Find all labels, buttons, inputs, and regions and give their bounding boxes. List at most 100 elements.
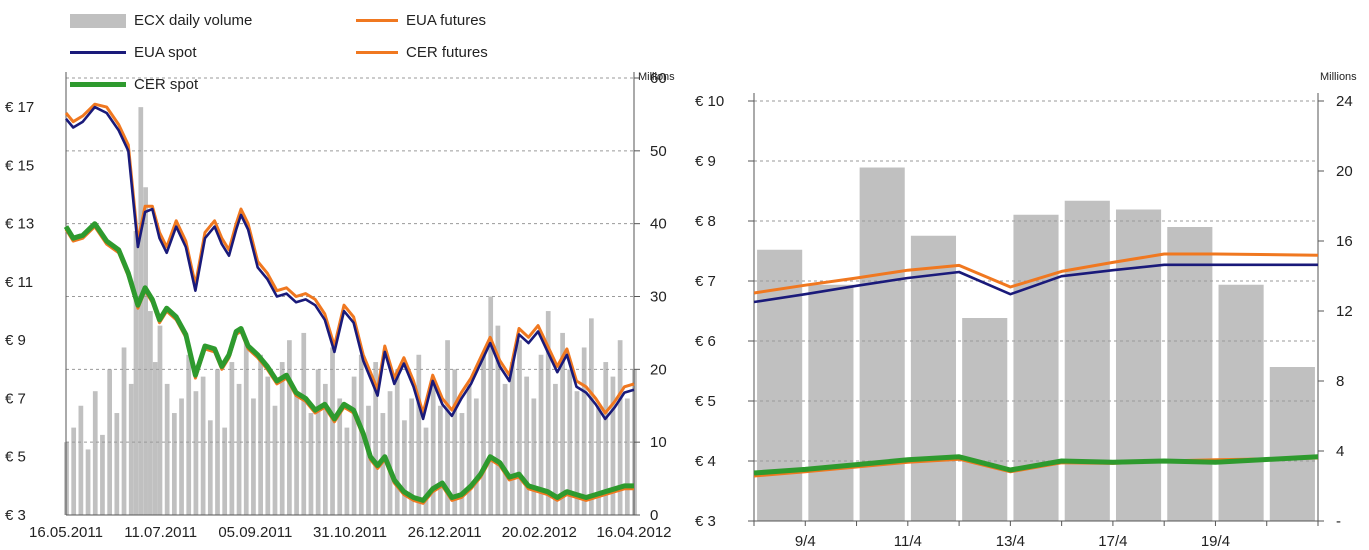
volume-bar [911, 236, 956, 521]
volume-bar [237, 384, 242, 515]
volume-bar [138, 107, 143, 515]
volume-bar [510, 362, 515, 515]
volume-bar [301, 333, 306, 515]
volume-bar [114, 413, 119, 515]
left-tick-label: € 3 [695, 513, 716, 530]
volume-bar [179, 398, 184, 515]
volume-bar [481, 355, 486, 515]
x-tick-label: 26.12.2011 [408, 524, 482, 541]
volume-bar [467, 384, 472, 515]
volume-bar [625, 398, 630, 515]
chart-right: € 3 € 4 € 5 € 6 € 7 € 8 € 9 € 10 - 4 8 12 16 20 24 Mill… [690, 0, 1369, 550]
volume-bar [416, 355, 421, 515]
left-tick-label: € 6 [695, 333, 716, 350]
right-tick-label: 30 [650, 289, 667, 306]
volume-bar [194, 391, 199, 515]
x-tick-label: 19/4 [1201, 533, 1230, 550]
volume-bar [352, 377, 357, 515]
volume-bar [208, 420, 213, 515]
x-tick-label: 13/4 [996, 533, 1025, 550]
volume-bar [230, 362, 235, 515]
volume-bar [402, 420, 407, 515]
right-tick-label: - [1336, 513, 1341, 530]
right-axis-label: Millions [638, 71, 675, 83]
volume-bar [186, 355, 191, 515]
volume-bar [388, 391, 393, 515]
volume-bar [1167, 227, 1212, 521]
volume-bar [531, 398, 536, 515]
volume-bar [488, 297, 493, 516]
volume-bar [143, 187, 148, 515]
left-tick-label: € 5 [695, 393, 716, 410]
volume-bar [517, 340, 522, 515]
volume-bar [158, 326, 163, 515]
volume-bar [134, 231, 139, 515]
left-tick-label: € 17 [5, 99, 34, 116]
volume-bar [589, 318, 594, 515]
volume-bar [71, 428, 76, 515]
volume-bar [251, 398, 256, 515]
right-tick-label: 24 [1336, 93, 1353, 110]
left-tick-label: € 15 [5, 157, 34, 174]
x-tick-label: 20.02.2012 [502, 524, 577, 541]
volume-bar [280, 362, 285, 515]
volume-bar [148, 311, 153, 515]
volume-bar [503, 384, 508, 515]
volume-bar [1219, 285, 1264, 521]
left-tick-label: € 11 [5, 274, 33, 291]
x-tick-label: 11.07.2011 [124, 524, 197, 541]
volume-bar [474, 398, 479, 515]
volume-bar [345, 428, 350, 515]
right-tick-label: 0 [650, 507, 658, 524]
left-tick-label: € 5 [5, 449, 26, 466]
left-tick-label: € 10 [695, 93, 724, 110]
x-tick-label: 16.05.2011 [29, 524, 103, 541]
volume-bar [265, 377, 270, 515]
right-tick-label: 10 [650, 434, 667, 451]
volume-bar [100, 435, 105, 515]
right-tick-label: 4 [1336, 443, 1344, 460]
volume-bar [258, 355, 263, 515]
volume-bar [1065, 201, 1110, 521]
volume-bar [309, 413, 314, 515]
right-axis-label: Millions [1320, 71, 1357, 83]
volume-bar [79, 406, 84, 515]
x-tick-label: 05.09.2011 [218, 524, 292, 541]
volume-bar [1270, 367, 1315, 521]
left-tick-label: € 3 [5, 507, 26, 524]
volume-bar [524, 377, 529, 515]
right-tick-label: 20 [1336, 163, 1353, 180]
left-tick-label: € 9 [5, 332, 26, 349]
volume-bar [201, 377, 206, 515]
left-tick-label: € 7 [5, 390, 26, 407]
right-tick-label: 12 [1336, 303, 1353, 320]
volume-bar [222, 428, 227, 515]
volume-bar [287, 340, 292, 515]
x-tick-label: 17/4 [1098, 533, 1127, 550]
chart-left: 0 10 20 30 40 50 60 € 3 € 5 € 7 € 9 € 11 € 13 € 15 € 1… [0, 0, 690, 550]
x-tick-label: 11/4 [894, 533, 922, 550]
left-tick-label: € 13 [5, 216, 34, 233]
volume-bar [273, 406, 278, 515]
volume-bar [294, 391, 299, 515]
right-tick-label: 8 [1336, 373, 1344, 390]
right-tick-label: 50 [650, 143, 667, 160]
volume-bar [86, 449, 91, 515]
x-tick-label: 9/4 [795, 533, 816, 550]
x-tick-label: 31.10.2011 [313, 524, 387, 541]
volume-bar [165, 384, 170, 515]
volume-bar [438, 406, 443, 515]
right-tick-label: 16 [1336, 233, 1353, 250]
volume-bar [122, 347, 127, 515]
volume-bar [330, 347, 335, 515]
left-tick-label: € 9 [695, 153, 716, 170]
left-tick-label: € 7 [695, 273, 716, 290]
volume-bar [962, 318, 1007, 521]
volume-bar [153, 362, 158, 515]
volume-bar [460, 413, 465, 515]
left-tick-label: € 4 [695, 453, 716, 470]
x-tick-label: 16.04.2012 [596, 524, 671, 541]
right-tick-label: 20 [650, 361, 667, 378]
right-tick-label: 40 [650, 216, 667, 233]
